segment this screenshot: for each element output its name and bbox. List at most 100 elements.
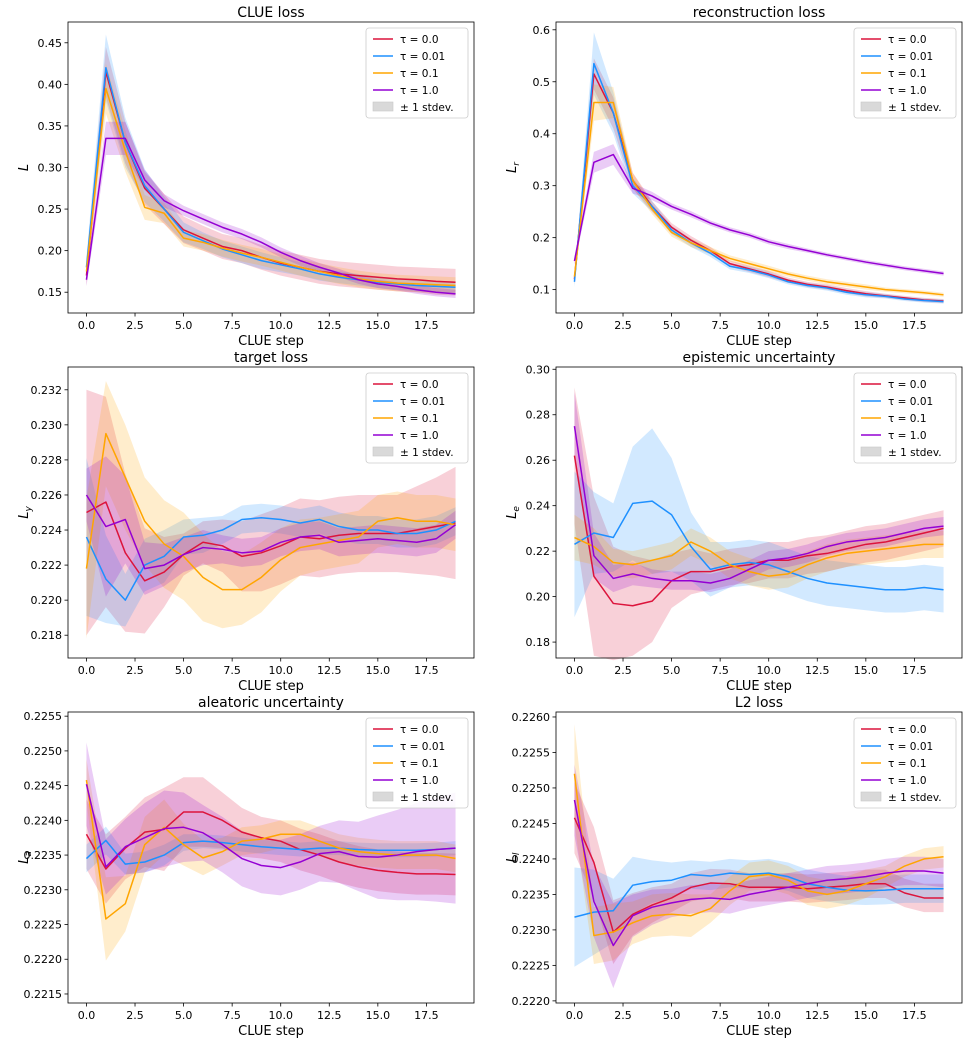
x-tick-label: 17.5 <box>414 319 439 332</box>
series-line <box>573 153 944 275</box>
legend-stdev-swatch <box>860 446 882 457</box>
series-line <box>85 87 456 287</box>
y-tick-label: 0.30 <box>526 363 551 376</box>
legend: τ = 0.0 τ = 0.01 τ = 0.1 τ = 1.0 ± 1 stdev. <box>365 27 469 119</box>
x-tick-label: 15.0 <box>854 319 879 332</box>
legend-label: τ = 0.1 <box>400 413 439 425</box>
stdev-band <box>574 428 944 618</box>
legend-stdev-label: ± 1 stdev. <box>400 792 454 804</box>
y-axis-label: L <box>17 164 32 171</box>
series-line <box>85 494 456 570</box>
y-tick-label: 0.2245 <box>512 817 551 830</box>
x-tick-label: 5.0 <box>175 1009 193 1022</box>
y-tick-label: 0.2230 <box>512 924 551 937</box>
y-tick-label: 0.20 <box>38 245 63 258</box>
x-axis-label: CLUE step <box>726 1024 792 1039</box>
y-tick-label: 0.24 <box>526 500 551 513</box>
y-axis-label-symbol: L <box>17 164 32 171</box>
x-tick-label: 12.5 <box>805 1009 830 1022</box>
x-tick-label: 2.5 <box>126 1009 144 1022</box>
y-axis-label: Lr <box>505 161 522 173</box>
series-line <box>85 784 456 869</box>
y-tick-label: 0.45 <box>38 37 63 50</box>
y-tick-label: 0.2235 <box>512 888 551 901</box>
legend-label: τ = 0.0 <box>400 34 439 46</box>
series-line <box>573 101 944 296</box>
y-tick-label: 0.5 <box>533 76 551 89</box>
stdev-band <box>86 458 456 627</box>
legend-label: τ = 0.01 <box>400 741 445 753</box>
legend-stdev-label: ± 1 stdev. <box>888 102 942 114</box>
legend-label: τ = 0.1 <box>888 413 927 425</box>
x-axis-label: CLUE step <box>238 1024 304 1039</box>
stdev-band <box>86 742 456 904</box>
chart-panel: 0.2220 0.2225 0.2230 0.2235 0.2240 0.2245 0.22… <box>505 695 963 1039</box>
y-tick-label: 0.224 <box>31 524 63 537</box>
y-tick-label: 0.228 <box>31 454 63 467</box>
y-axis-label: Ll <box>505 852 522 862</box>
legend-label: τ = 0.1 <box>400 758 439 770</box>
chart-title: epistemic uncertainty <box>683 350 836 366</box>
stdev-band <box>86 759 456 961</box>
chart-panel: 0.2215 0.2220 0.2225 0.2230 0.2235 0.2240 0.22… <box>17 695 475 1039</box>
legend-stdev-label: ± 1 stdev. <box>400 447 454 459</box>
chart-panel: 0.1 0.2 0.3 0.4 0.5 0.6 0.0 2.5 5.0 7.5 10.0 12.5 15… <box>505 5 963 349</box>
x-tick-label: 5.0 <box>663 1009 681 1022</box>
x-axis-label: CLUE step <box>726 679 792 694</box>
series-line <box>85 432 456 591</box>
y-axis-label-subscript: y <box>24 506 34 513</box>
legend-stdev-swatch <box>372 101 394 112</box>
legend-box <box>365 372 469 464</box>
y-tick-label: 0.2250 <box>24 745 63 758</box>
legend-label: τ = 1.0 <box>888 430 927 442</box>
y-tick-label: 0.30 <box>38 162 63 175</box>
y-tick-label: 0.2225 <box>24 919 63 932</box>
x-tick-label: 2.5 <box>126 664 144 677</box>
stdev-band <box>86 777 456 904</box>
x-tick-label: 10.0 <box>756 1009 781 1022</box>
y-tick-label: 0.15 <box>38 286 63 299</box>
legend-label: τ = 1.0 <box>400 775 439 787</box>
x-tick-label: 2.5 <box>614 664 632 677</box>
y-tick-label: 0.2 <box>533 232 551 245</box>
y-axis-label-symbol: L <box>17 857 32 864</box>
x-tick-label: 12.5 <box>805 664 830 677</box>
legend-label: τ = 0.0 <box>400 724 439 736</box>
legend-label: τ = 0.01 <box>888 741 933 753</box>
legend-stdev-swatch <box>372 791 394 802</box>
stdev-band <box>86 34 456 294</box>
x-tick-label: 7.5 <box>711 664 729 677</box>
series-line <box>574 872 944 918</box>
y-axis-label-subscript: r <box>512 161 522 166</box>
y-tick-label: 0.2235 <box>24 849 63 862</box>
x-tick-label: 12.5 <box>805 319 830 332</box>
legend-box <box>365 717 469 809</box>
series-line <box>574 536 944 577</box>
legend-stdev-swatch <box>860 791 882 802</box>
legend-label: τ = 1.0 <box>888 775 927 787</box>
x-tick-label: 10.0 <box>268 664 293 677</box>
legend-label: τ = 0.01 <box>888 51 933 63</box>
x-tick-label: 5.0 <box>663 319 681 332</box>
stdev-band <box>86 456 456 597</box>
chart-title: L2 loss <box>735 695 783 711</box>
x-tick-label: 7.5 <box>711 319 729 332</box>
chart-panel: 0.18 0.20 0.22 0.24 0.26 0.28 0.30 0.0 2.5 5.0 7.5… <box>505 350 963 694</box>
axes-frame <box>555 21 963 314</box>
x-tick-label: 2.5 <box>614 319 632 332</box>
legend-stdev-label: ± 1 stdev. <box>400 102 454 114</box>
x-axis-label: CLUE step <box>726 334 792 349</box>
x-tick-label: 5.0 <box>663 664 681 677</box>
x-tick-label: 12.5 <box>317 319 342 332</box>
x-tick-label: 10.0 <box>268 1009 293 1022</box>
series-line <box>85 137 456 295</box>
legend: τ = 0.0 τ = 0.01 τ = 0.1 τ = 1.0 ± 1 stdev. <box>853 372 957 464</box>
stdev-band <box>86 121 456 299</box>
y-axis-label: La <box>17 851 34 864</box>
x-tick-label: 10.0 <box>756 319 781 332</box>
series-line <box>85 66 456 288</box>
x-tick-label: 7.5 <box>223 1009 241 1022</box>
x-tick-label: 5.0 <box>175 664 193 677</box>
x-tick-label: 2.5 <box>614 1009 632 1022</box>
